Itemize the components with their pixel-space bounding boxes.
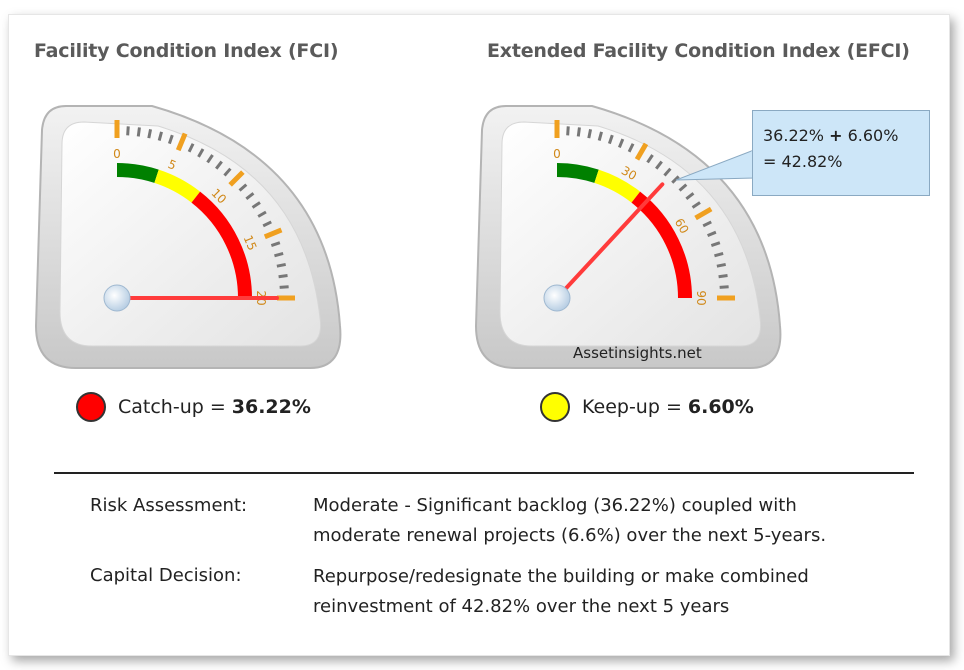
minor-tick [257,210,267,218]
catchup-label: Catch-up = [118,396,226,418]
minor-tick [576,127,581,137]
capital-line-2: reinvestment of 42.82% over the next 5 y… [313,596,730,617]
minor-tick [206,154,214,164]
legend-catchup: Catch-up = 36.22% [76,392,311,422]
efci-gauge: 0 30 60 90 [474,105,782,369]
minor-tick [187,143,195,153]
gauge-band [556,163,599,183]
minor-tick [215,160,223,170]
risk-line-2: moderate renewal projects (6.6%) over th… [313,525,827,546]
efci-bands [556,163,692,299]
capital-decision-text: Repurpose/redesignate the building or ma… [313,562,913,622]
gauge-band [191,191,252,299]
minor-tick [663,167,672,177]
minor-tick [617,138,625,148]
minor-tick [126,126,130,136]
gauge-band [631,191,692,299]
callout-keepup-value: 6.60% [847,126,899,145]
risk-assessment-text: Moderate - Significant backlog (36.22%) … [313,491,913,551]
gauge-band [594,169,641,203]
minor-tick [238,183,248,192]
fci-tick-labels: 05101520 [113,147,268,306]
major-tick [634,142,649,161]
tick-label: 60 [672,216,692,236]
minor-tick [702,220,712,228]
minor-tick [691,201,701,209]
yellow-circle-icon [540,392,570,422]
minor-tick [197,148,205,158]
fci-ticks [114,120,295,301]
capital-decision-label: Capital Decision: [90,565,242,586]
minor-tick [716,262,726,268]
efci-needle [555,182,665,300]
keepup-label: Keep-up = [582,396,682,418]
minor-tick [566,126,570,136]
gauge-band [154,169,201,203]
minor-tick [718,274,728,279]
minor-tick [147,129,153,139]
fci-gauge: 05101520 [34,105,342,369]
tick-label: 0 [113,147,121,161]
red-circle-icon [76,392,106,422]
efci-title: Extended Facility Condition Index (EFCI) [487,40,910,62]
needle-hub [103,284,131,312]
minor-tick [157,131,163,141]
minor-tick [714,252,724,258]
major-tick [694,206,713,221]
tick-label: 90 [694,290,708,305]
minor-tick [136,127,141,137]
minor-tick [279,285,289,289]
minor-tick [710,241,721,248]
minor-tick [245,192,255,200]
minor-tick [587,129,593,139]
gauge-face [59,121,322,347]
minor-tick [678,183,688,192]
minor-tick [646,154,654,164]
tick-label: 15 [241,233,260,252]
major-tick [263,227,283,240]
capital-line-1: Repurpose/redesignate the building or ma… [313,566,809,587]
callout-pointer [676,150,755,181]
watermark-text: Assetinsights.net [573,344,702,362]
major-tick [175,132,188,152]
minor-tick [262,220,272,228]
minor-tick [276,262,286,268]
efci-tick-labels: 0 30 60 90 [553,147,708,306]
callout-total-line: = 42.82% [763,152,843,171]
minor-tick [655,160,663,170]
minor-tick [251,201,261,209]
risk-line-1: Moderate - Significant backlog (36.22%) … [313,495,797,516]
minor-tick [167,134,174,145]
efci-ticks [554,120,735,301]
minor-tick [223,167,232,177]
minor-tick [627,143,635,153]
callout-catchup-value: 36.22% [763,126,825,145]
catchup-value: 36.22% [231,396,311,418]
callout-sum-line: 36.22% + 6.60% [763,123,919,149]
keepup-value: 6.60% [687,396,754,418]
minor-tick [719,285,729,289]
divider-line [54,472,914,474]
minor-tick [607,134,614,145]
tick-label: 0 [553,147,561,161]
minor-tick [597,131,603,141]
minor-tick [274,252,284,258]
minor-tick [278,274,288,279]
minor-tick [270,241,281,248]
major-tick [228,170,245,187]
tick-label: 30 [619,163,639,183]
gauge-band [116,163,159,183]
minor-tick [685,192,695,200]
fci-bands [116,163,252,299]
callout-plus-sign: + [829,126,843,145]
efci-callout: 36.22% + 6.60% = 42.82% [752,110,930,196]
minor-tick [671,175,680,184]
risk-assessment-label: Risk Assessment: [90,495,248,516]
needle-hub [543,284,571,312]
legend-keepup: Keep-up = 6.60% [540,392,754,422]
fci-title: Facility Condition Index (FCI) [34,40,339,62]
minor-tick [707,230,717,238]
